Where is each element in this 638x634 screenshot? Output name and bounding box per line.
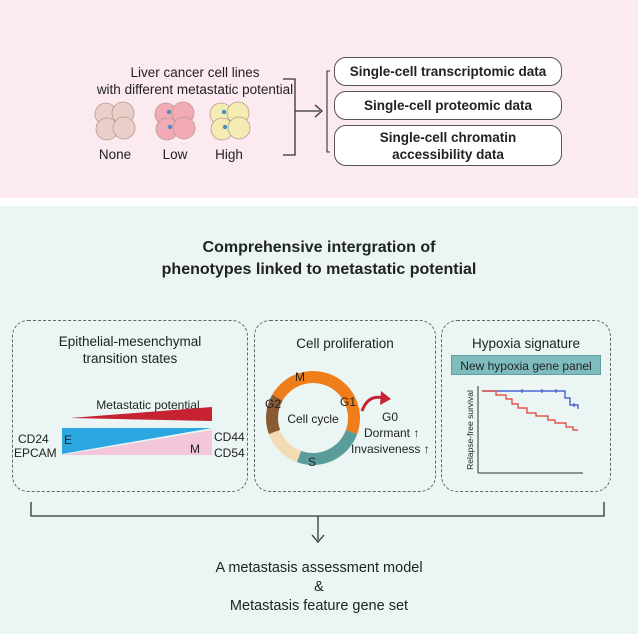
dormant-label: Dormant ↑ <box>364 426 420 440</box>
proliferation-panel <box>254 320 436 492</box>
output-line-3: Metastasis feature gene set <box>229 598 409 614</box>
integration-heading-2: phenotypes linked to metastatic potentia… <box>161 261 477 278</box>
cell-clusters <box>94 101 251 141</box>
cell-cluster-none <box>94 101 136 141</box>
phase-m: M <box>295 370 305 384</box>
phase-segment-g2 <box>268 429 302 463</box>
survival-blue-line <box>482 390 579 409</box>
marker-cd24: CD24 <box>18 432 49 446</box>
phase-segment-s <box>296 429 358 466</box>
emt-panel <box>12 320 248 492</box>
data-box-transcriptomic: Single-cell transcriptomic data <box>334 57 562 86</box>
marker-epcam: EPCAM <box>14 446 57 460</box>
phase-segment-m <box>266 394 283 435</box>
phase-g1: G1 <box>339 395 356 409</box>
emt-title-2: transition states <box>82 351 178 366</box>
metastatic-potential-label: Metastatic potential <box>96 398 200 412</box>
proliferation-title: Cell proliferation <box>296 336 394 351</box>
emt-title-1: Epithelial-mesenchymal <box>58 334 202 349</box>
phase-g2: G2 <box>264 397 281 411</box>
invasiveness-label: Invasiveness ↑ <box>351 442 430 456</box>
g0-label: G0 <box>382 410 399 424</box>
hypoxia-gene-panel: New hypoxia gene panel <box>451 355 601 375</box>
output-line-2: & <box>314 579 324 595</box>
cell-cycle-label: Cell cycle <box>287 412 339 426</box>
marker-cd44: CD44 <box>214 430 245 444</box>
cell-cluster-high <box>209 101 251 141</box>
survival-red-line <box>482 390 578 431</box>
phase-s: S <box>307 455 316 469</box>
cell-cluster-low <box>154 101 196 141</box>
hypoxia-panel <box>441 320 611 492</box>
e-label: E <box>64 433 73 447</box>
cell-lines-title-1: Liver cancer cell lines <box>130 65 260 80</box>
data-box-chromatin: Single-cell chromatin accessibility data <box>334 125 562 166</box>
epithelial-wedge <box>62 428 212 454</box>
output-line-1: A metastasis assessment model <box>215 560 423 576</box>
cell-label-high: High <box>215 147 243 162</box>
hypoxia-title: Hypoxia signature <box>471 336 581 351</box>
mesenchymal-wedge <box>62 430 212 455</box>
cell-label-none: None <box>98 147 132 162</box>
bracket-arrow <box>283 70 330 156</box>
bottom-band <box>0 206 638 634</box>
integration-heading-1: Comprehensive intergration of <box>202 239 436 256</box>
marker-cd54: CD54 <box>214 446 245 460</box>
data-box-proteomic: Single-cell proteomic data <box>334 91 562 120</box>
phase-segment-g1 <box>272 371 360 435</box>
m-label: M <box>190 442 200 456</box>
cell-lines-title-2: with different metastatic potential <box>96 82 294 97</box>
metastatic-potential-wedge <box>70 407 212 421</box>
cell-label-low: Low <box>162 147 188 162</box>
